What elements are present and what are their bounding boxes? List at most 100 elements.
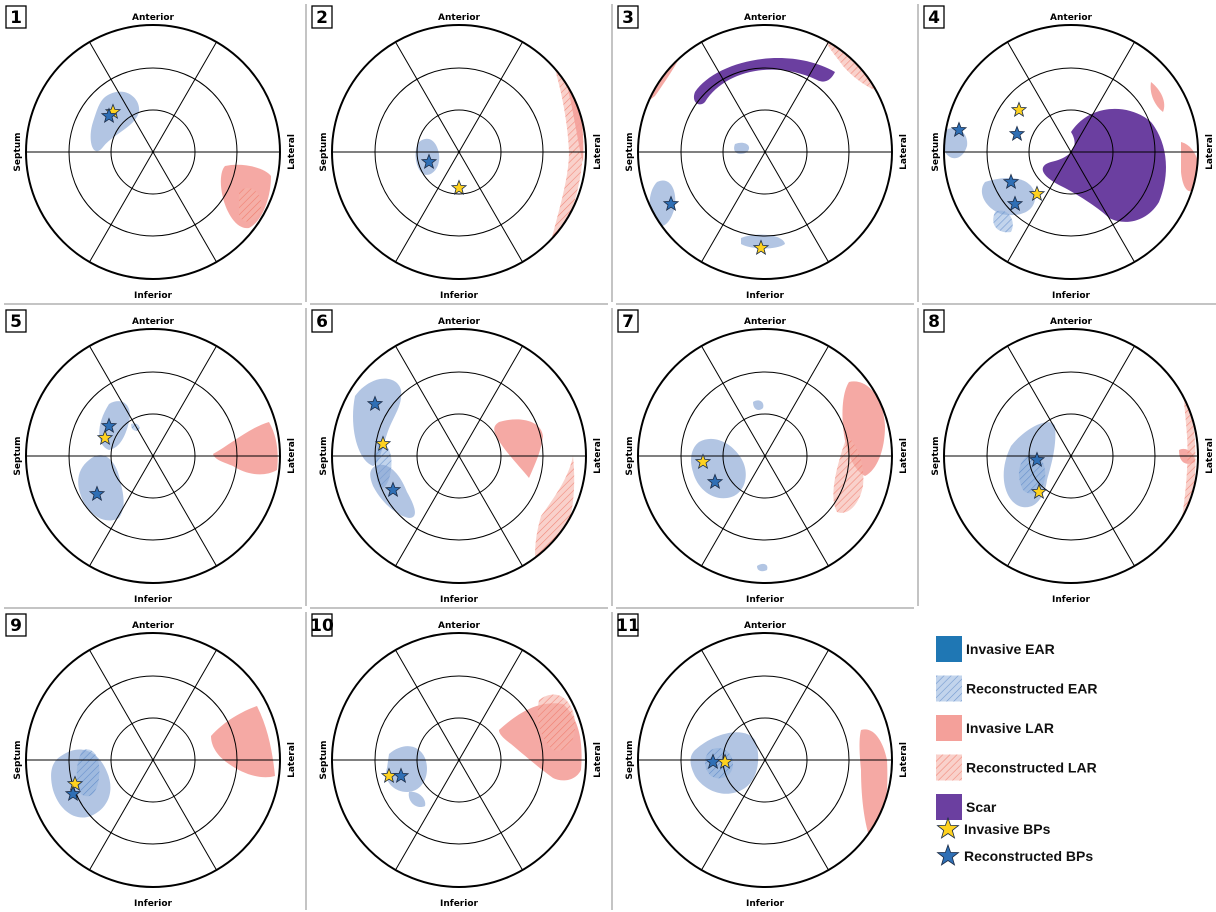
invasive-ear-region — [386, 746, 427, 792]
inferior-label: Inferior — [440, 899, 478, 909]
inferior-label: Inferior — [440, 595, 478, 605]
panel-number: 5 — [10, 312, 22, 332]
panel-number-box — [923, 5, 945, 29]
lateral-label: Lateral — [287, 438, 297, 474]
panel-number: 2 — [316, 8, 328, 28]
lateral-label: Lateral — [287, 742, 297, 778]
inferior-label: Inferior — [134, 291, 172, 301]
septum-label: Septum — [13, 132, 23, 171]
panel-number-box — [311, 613, 333, 637]
panel-number-box — [617, 309, 639, 333]
anterior-label: Anterior — [132, 317, 174, 327]
legend-label: Invasive BPs — [964, 821, 1051, 837]
invasive-ear-region — [90, 91, 140, 152]
bullseye-disc — [943, 24, 1199, 280]
panel-6: 6 Anterior Inferior Septum Lateral — [305, 303, 608, 606]
invasive-bp-star — [1010, 101, 1028, 118]
lateral-label: Lateral — [593, 742, 603, 778]
reconstructed-ear-region — [705, 747, 733, 779]
legend-item-scar: Scar — [936, 794, 997, 820]
septum-label: Septum — [13, 740, 23, 779]
septum-label: Septum — [13, 436, 23, 475]
invasive-bp-star — [1028, 185, 1046, 202]
sector-line — [1007, 345, 1135, 567]
anterior-label: Anterior — [438, 621, 480, 631]
panel-number-box — [5, 5, 27, 29]
bullseye-disc — [331, 328, 587, 584]
reconstructed-lar-region — [833, 436, 864, 513]
reconstructed-lar-region — [537, 694, 576, 751]
invasive-ear-region — [757, 563, 768, 572]
invasive-ear-region — [691, 438, 746, 499]
sector-line — [395, 345, 523, 567]
invasive-bp-star — [450, 179, 468, 196]
legend-label: Reconstructed BPs — [964, 848, 1093, 864]
lateral-label: Lateral — [593, 134, 603, 170]
inferior-label: Inferior — [746, 899, 784, 909]
panel-10: 10 Anterior Inferior Septum Lateral — [305, 607, 608, 910]
reconstructed-bp-star — [662, 195, 680, 212]
legend-item-invasive-lar: Invasive LAR — [936, 715, 1054, 741]
panel-number: 8 — [928, 312, 940, 332]
panel-number-box — [923, 309, 945, 333]
invasive-lar-region — [859, 729, 888, 846]
septum-label: Septum — [319, 132, 329, 171]
inferior-label: Inferior — [440, 291, 478, 301]
inferior-label: Inferior — [1052, 595, 1090, 605]
bullseye-disc — [637, 24, 893, 280]
legend-item-reconstructed-bps: Reconstructed BPs — [936, 843, 1093, 866]
reconstructed-bp-star — [1006, 195, 1024, 212]
sector-line — [701, 345, 829, 567]
invasive-ear-region — [741, 234, 785, 249]
reconstructed-bp-star — [1008, 125, 1026, 142]
panel-4: 4 Anterior Inferior Septum Lateral — [917, 4, 1215, 302]
reconstructed-bp-star — [1028, 451, 1046, 468]
bullseye-disc — [25, 24, 281, 280]
anterior-label: Anterior — [1050, 13, 1092, 23]
anterior-label: Anterior — [438, 13, 480, 23]
inferior-label: Inferior — [134, 899, 172, 909]
anterior-label: Anterior — [1050, 317, 1092, 327]
bullseye-disc — [25, 632, 281, 888]
panel-number-box — [617, 613, 639, 637]
anterior-label: Anterior — [744, 13, 786, 23]
legend-label: Scar — [966, 799, 997, 815]
sector-line — [701, 41, 829, 263]
sector-line — [1007, 41, 1135, 263]
reconstructed-bp-star — [420, 153, 438, 170]
invasive-bp-star-icon — [936, 816, 960, 839]
invasive-ear-region — [734, 142, 750, 154]
sector-line — [89, 345, 217, 567]
reconstructed-bp-star — [88, 485, 106, 502]
septum-label: Septum — [319, 436, 329, 475]
invasive-bp-star — [66, 775, 84, 792]
reconstructed-ear-region — [76, 749, 100, 797]
scar-region — [1042, 108, 1166, 222]
bullseye-disc — [943, 328, 1199, 584]
reconstructed-lar-region — [239, 187, 262, 222]
sector-line — [701, 649, 829, 871]
bullseye-disc — [331, 24, 587, 280]
reconstructed-bp-star-icon — [936, 843, 960, 866]
panel-number: 1 — [10, 8, 22, 28]
sector-line — [395, 41, 523, 263]
panel-number: 10 — [310, 616, 334, 636]
reconstructed-lar-swatch-icon — [936, 754, 962, 781]
panel-number: 11 — [616, 616, 640, 636]
panel-number-box — [617, 5, 639, 29]
panel-number: 3 — [622, 8, 634, 28]
reconstructed-bp-star — [706, 473, 724, 490]
invasive-bp-star — [752, 239, 770, 256]
inferior-label: Inferior — [1052, 291, 1090, 301]
sector-line — [89, 649, 217, 871]
septum-label: Septum — [625, 740, 635, 779]
lateral-label: Lateral — [287, 134, 297, 170]
panel-number-box — [311, 309, 333, 333]
invasive-bp-star — [1030, 483, 1048, 500]
panel-5: 5 Anterior Inferior Septum Lateral — [4, 303, 302, 605]
panel-9: 9 Anterior Inferior Septum Lateral — [4, 607, 302, 909]
invasive-ear-region — [78, 455, 124, 521]
invasive-ear-region — [408, 791, 426, 808]
lateral-label: Lateral — [593, 438, 603, 474]
